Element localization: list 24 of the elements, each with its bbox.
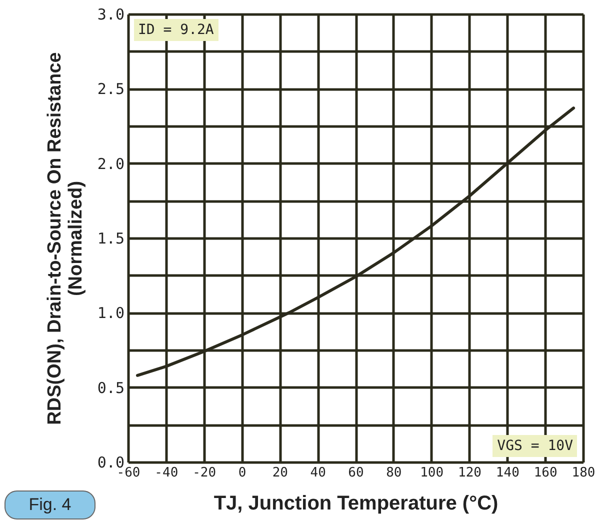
caption: Fig. 4 [28, 495, 72, 514]
x-tick-label: 0 [238, 466, 246, 480]
y-tick-label: 3.0 [97, 6, 124, 24]
x-tick-label: 140 [496, 466, 520, 480]
x-tick-label: -40 [154, 466, 178, 480]
x-tick-label: 100 [420, 466, 444, 480]
x-tick-label: 60 [348, 466, 364, 480]
y-axis-title: RDS(ON), Drain-to-Source On Resistance (Normalized) [44, 52, 86, 425]
y-tick-label: 2.0 [97, 154, 124, 173]
annotation: ID = 9.2A [138, 22, 214, 38]
x-axis-title: TJ, Junction Temperature (°C) [214, 492, 498, 514]
x-tick-label: 20 [272, 466, 288, 480]
x-tick-label: 120 [458, 466, 482, 480]
y-tick-label: 1.5 [97, 230, 124, 248]
x-tick-label: 160 [534, 466, 558, 480]
x-tick-label: 180 [572, 466, 596, 480]
x-tick-label: 40 [310, 466, 326, 480]
y-tick-label: 2.5 [97, 80, 124, 98]
x-tick-label: -20 [192, 466, 216, 480]
y-tick-label: 0.5 [97, 378, 124, 397]
y-tick-label: 0.0 [97, 454, 124, 472]
y-tick-label: 1.0 [97, 304, 124, 322]
annotation: VGS = 10V [497, 438, 574, 454]
x-tick-label: 80 [386, 466, 402, 480]
